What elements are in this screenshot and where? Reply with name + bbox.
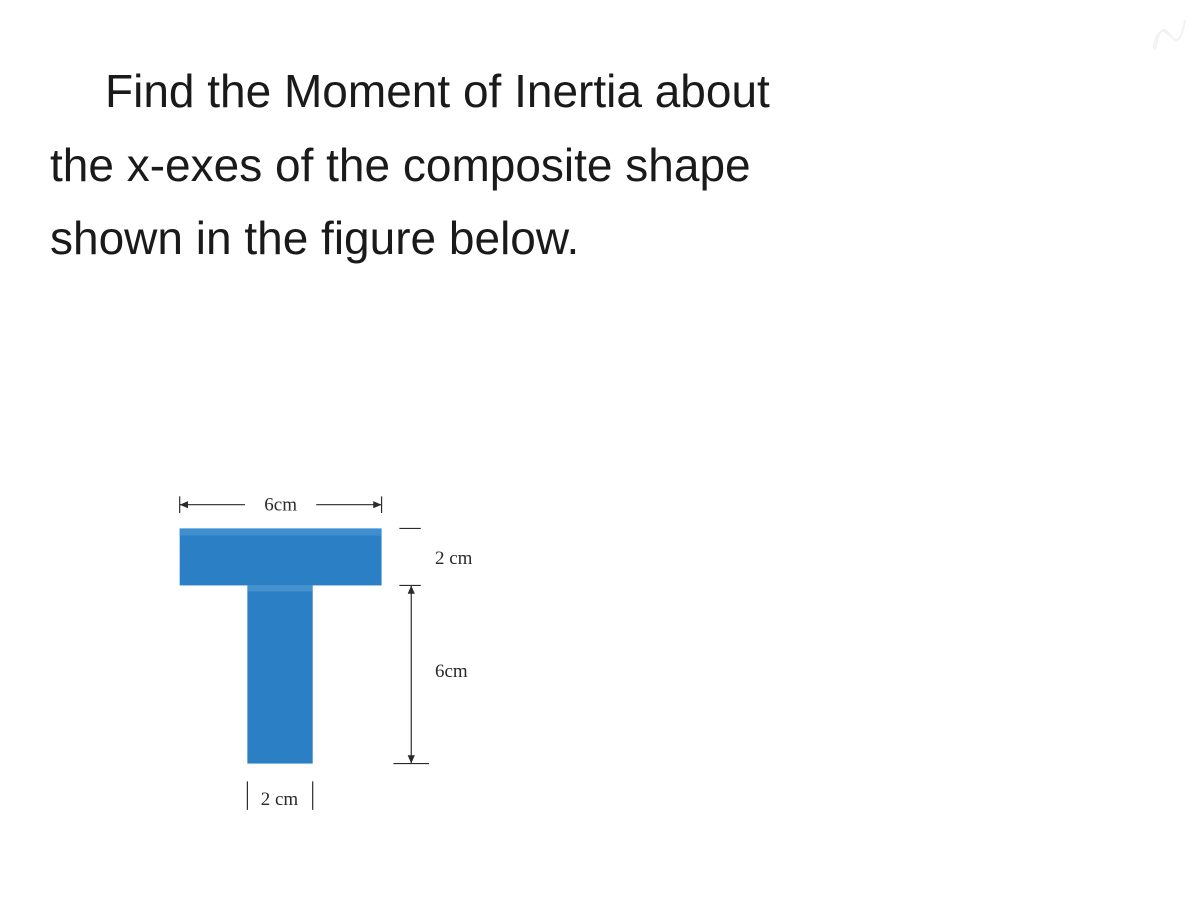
top-flange-highlight <box>180 528 382 535</box>
dim-label-stem-width: 2 cm <box>261 789 299 810</box>
stem <box>247 585 312 763</box>
dim-label-stem-height: 6cm <box>435 661 468 682</box>
dim-top-width: 6cm <box>180 495 382 516</box>
text-line-3: shown in the figure below. <box>50 212 579 264</box>
watermark-icon <box>1145 10 1195 70</box>
text-line-2: the x-exes of the composite shape <box>50 139 751 191</box>
top-flange <box>180 528 382 585</box>
dim-flange-height: 2 cm <box>399 528 472 585</box>
text-line-1: Find the Moment of Inertia about <box>105 65 770 117</box>
dim-label-flange-height: 2 cm <box>435 548 473 569</box>
diagram-svg: 6cm 2 cm 6cm 2 cm <box>150 475 530 855</box>
dim-stem-height: 6cm <box>393 585 467 763</box>
stem-highlight <box>247 585 312 591</box>
problem-statement: Find the Moment of Inertia about the x-e… <box>50 55 1170 276</box>
dim-stem-width: 2 cm <box>247 781 312 810</box>
t-section-diagram: 6cm 2 cm 6cm 2 cm <box>150 475 530 855</box>
dim-label-top-width: 6cm <box>264 495 297 516</box>
